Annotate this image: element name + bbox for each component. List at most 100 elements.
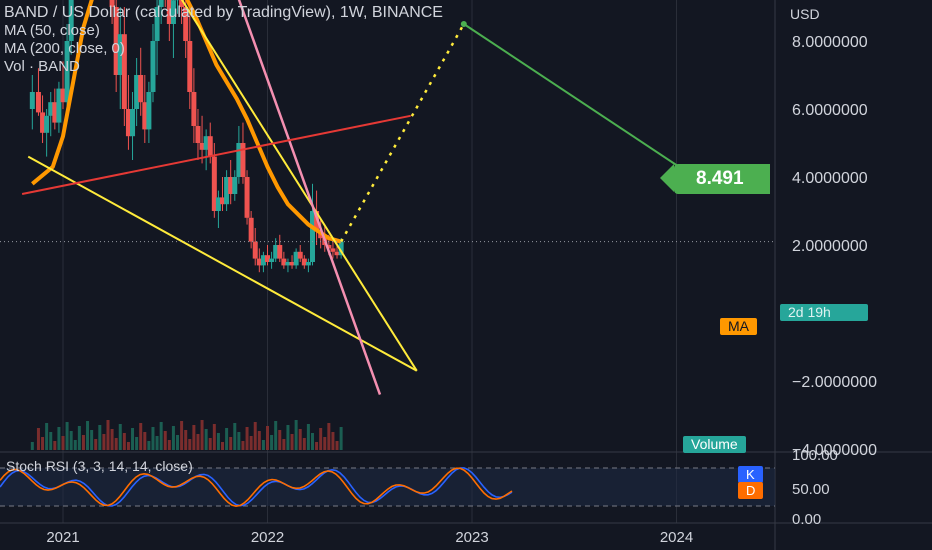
- target-point: [460, 21, 467, 27]
- candle-body: [232, 177, 238, 194]
- candle-body: [281, 258, 287, 266]
- pink-trendline: [237, 0, 382, 396]
- candle-body: [134, 75, 140, 109]
- volume-bar: [286, 425, 290, 450]
- volume-bar: [110, 429, 114, 450]
- volume-bar: [73, 440, 77, 450]
- chart-legend: BAND / US Dollar (calculated by TradingV…: [4, 4, 443, 76]
- volume-bar: [49, 432, 53, 450]
- time-tick-label: 2022: [251, 529, 284, 546]
- volume-bar: [143, 432, 147, 450]
- candle-body: [240, 143, 246, 177]
- volume-bar: [278, 430, 282, 450]
- target-price-callout: 8.491: [674, 164, 770, 194]
- candle-body: [183, 7, 189, 41]
- candle-body: [211, 156, 217, 211]
- volume-bar: [290, 434, 294, 450]
- volume-bar: [245, 427, 249, 450]
- rsi-tick-label: 50.00: [792, 481, 830, 498]
- candle-body: [203, 136, 209, 150]
- volume-bar: [118, 424, 122, 450]
- candle-body: [330, 248, 336, 252]
- volume-bar: [151, 427, 155, 450]
- candle-body: [244, 177, 250, 218]
- candle-body: [326, 245, 332, 249]
- volume-bar: [270, 435, 274, 450]
- price-tick-label: −2.0000000: [792, 374, 877, 391]
- volume-bar: [98, 425, 102, 450]
- currency-label: USD: [790, 6, 820, 22]
- stoch-k-line: [0, 467, 513, 507]
- candle-body: [265, 255, 270, 262]
- symbol-title[interactable]: BAND / US Dollar (calculated by TradingV…: [4, 4, 443, 21]
- k-axis-tag: K: [738, 466, 763, 483]
- price-tick-label: 8.0000000: [792, 34, 868, 51]
- candle-body: [195, 126, 201, 143]
- volume-bar: [163, 431, 167, 450]
- candle-body: [35, 92, 41, 113]
- volume-bar: [339, 427, 343, 450]
- volume-bar: [171, 426, 175, 450]
- volume-bar: [335, 441, 339, 450]
- rsi-tick-label: 0.00: [792, 511, 821, 528]
- volume-bar: [155, 436, 159, 450]
- volume-bar: [126, 442, 130, 450]
- volume-bar: [139, 423, 143, 450]
- volume-bar: [184, 430, 188, 450]
- volume-bar: [331, 432, 335, 450]
- volume-bar: [241, 441, 245, 450]
- candle-body: [277, 245, 283, 259]
- price-tick-label: 2.0000000: [792, 238, 868, 255]
- rsi-tick-label: 100.00: [792, 447, 838, 464]
- candle-body: [113, 7, 119, 75]
- volume-bar: [249, 436, 253, 450]
- volume-bar: [81, 435, 85, 450]
- volume-bar: [204, 429, 208, 450]
- candle-body: [220, 197, 226, 205]
- volume-bar: [86, 421, 90, 450]
- volume-bar: [266, 426, 269, 450]
- lower-yellow-trendline: [27, 155, 418, 372]
- time-tick-label: 2024: [660, 529, 693, 546]
- candle-body: [285, 262, 291, 266]
- ma50-line: [31, 0, 342, 244]
- volume-bar: [41, 437, 45, 450]
- candle-body: [48, 102, 54, 116]
- red-trendline: [21, 114, 411, 195]
- volume-bar: [229, 437, 233, 450]
- candle-body: [236, 143, 242, 177]
- candle-body: [260, 255, 266, 266]
- candle-body: [138, 75, 144, 103]
- candle-body: [130, 109, 136, 137]
- volume-indicator-label[interactable]: Vol · BAND: [4, 58, 80, 75]
- candle-body: [125, 109, 131, 137]
- candle-body: [52, 102, 58, 123]
- volume-bar: [106, 420, 110, 450]
- candle-body: [207, 136, 213, 157]
- stoch-rsi-label[interactable]: Stoch RSI (3, 3, 14, 14, close): [6, 458, 193, 474]
- volume-bar: [212, 424, 216, 450]
- candle-body: [215, 197, 221, 211]
- candle-body: [68, 0, 74, 41]
- volume-bar: [282, 439, 286, 450]
- ma200-indicator-label[interactable]: MA (200, close, 0): [4, 40, 125, 57]
- volume-bar: [233, 423, 237, 450]
- volume-bar: [298, 429, 302, 450]
- volume-bar: [45, 423, 49, 450]
- candle-body: [142, 102, 148, 130]
- price-tick-label: 6.0000000: [792, 102, 868, 119]
- volume-bar: [196, 434, 200, 450]
- candle-body: [179, 0, 185, 7]
- candle-body: [301, 258, 307, 266]
- candle-body: [60, 88, 66, 103]
- candle-body: [309, 211, 315, 262]
- ma50-indicator-label[interactable]: MA (50, close): [4, 22, 100, 39]
- volume-bar: [122, 433, 126, 450]
- volume-bar: [167, 440, 171, 450]
- volume-bar: [302, 438, 306, 450]
- candle-body: [293, 251, 299, 266]
- candle-body: [40, 112, 46, 133]
- target-pointer: [463, 23, 706, 185]
- candle-body: [150, 41, 156, 92]
